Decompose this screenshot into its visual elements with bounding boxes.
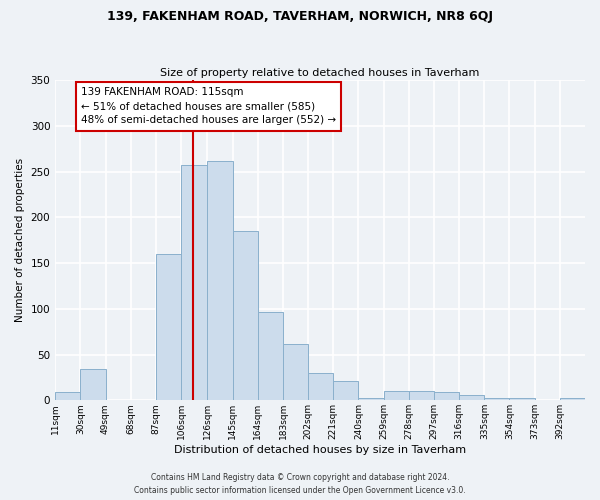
- Bar: [80, 369, 106, 400]
- Bar: [509, 398, 535, 400]
- Bar: [484, 398, 509, 400]
- X-axis label: Distribution of detached houses by size in Taverham: Distribution of detached houses by size …: [174, 445, 466, 455]
- Text: 139, FAKENHAM ROAD, TAVERHAM, NORWICH, NR8 6QJ: 139, FAKENHAM ROAD, TAVERHAM, NORWICH, N…: [107, 10, 493, 23]
- Bar: [334, 381, 358, 400]
- Bar: [258, 312, 283, 400]
- Bar: [208, 160, 233, 400]
- Text: Contains HM Land Registry data © Crown copyright and database right 2024.
Contai: Contains HM Land Registry data © Crown c…: [134, 473, 466, 495]
- Text: 139 FAKENHAM ROAD: 115sqm
← 51% of detached houses are smaller (585)
48% of semi: 139 FAKENHAM ROAD: 115sqm ← 51% of detac…: [81, 88, 336, 126]
- Bar: [55, 392, 80, 400]
- Y-axis label: Number of detached properties: Number of detached properties: [15, 158, 25, 322]
- Bar: [459, 395, 484, 400]
- Bar: [156, 254, 181, 400]
- Bar: [409, 391, 434, 400]
- Bar: [283, 344, 308, 400]
- Bar: [308, 373, 334, 400]
- Bar: [233, 231, 258, 400]
- Bar: [383, 391, 409, 400]
- Bar: [560, 398, 585, 400]
- Bar: [181, 165, 208, 400]
- Bar: [434, 392, 459, 400]
- Title: Size of property relative to detached houses in Taverham: Size of property relative to detached ho…: [160, 68, 480, 78]
- Bar: [358, 398, 383, 400]
